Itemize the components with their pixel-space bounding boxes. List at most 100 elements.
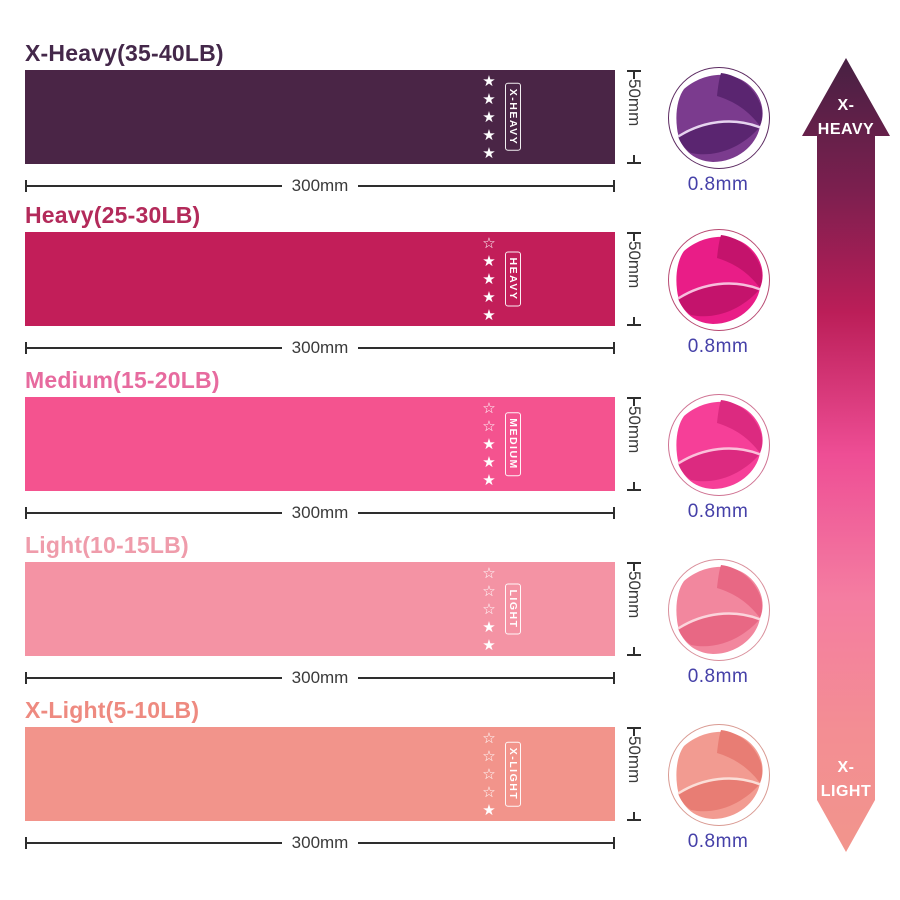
thickness-label: 0.8mm (687, 501, 749, 522)
height-dimension: 50mm (617, 727, 651, 821)
dim-line (27, 185, 282, 187)
dim-line (633, 729, 635, 736)
width-dimension: 300mm (25, 336, 615, 360)
star-rating: ☆☆☆★★ (480, 564, 498, 654)
arrow-top-label: HEAVY (818, 121, 874, 138)
width-dimension: 300mm (25, 666, 615, 690)
dim-line (633, 482, 635, 489)
star-rating: ☆★★★★ (480, 234, 498, 324)
width-dimension: 300mm (25, 831, 615, 855)
height-label: 50mm (625, 241, 644, 289)
dim-tick (627, 562, 641, 564)
dim-tick (613, 837, 615, 849)
dim-tick (25, 837, 27, 849)
dim-tick (627, 232, 641, 234)
dim-tick (613, 507, 615, 519)
dim-tick (627, 489, 641, 491)
band-strength-tag: HEAVY (505, 251, 521, 307)
dim-line (633, 647, 635, 654)
dim-line (633, 812, 635, 819)
folded-band-illustration (676, 400, 763, 489)
band-title: X-Light(5-10LB) (25, 697, 200, 723)
dim-tick (627, 397, 641, 399)
width-dimension: 300mm (25, 174, 615, 198)
arrow-bottom-label: X- (838, 759, 855, 776)
folded-band-illustration (676, 730, 763, 819)
thickness-label: 0.8mm (687, 174, 749, 195)
dim-line (358, 842, 613, 844)
band-title: X-Heavy(35-40LB) (25, 40, 224, 66)
dim-tick (627, 727, 641, 729)
dim-line (27, 512, 282, 514)
dim-line (27, 347, 282, 349)
strength-gradient-arrow: X- HEAVY X- LIGHT (802, 58, 890, 852)
width-label: 300mm (291, 176, 349, 195)
dim-tick (613, 180, 615, 192)
dim-tick (627, 819, 641, 821)
dim-line (633, 234, 635, 241)
dim-tick (25, 507, 27, 519)
band-strength-tag: LIGHT (505, 583, 521, 635)
folded-band-illustration (676, 235, 763, 324)
resistance-band: ★★★★★ X-HEAVY (25, 70, 615, 164)
thickness-photo (668, 394, 770, 496)
thickness-photo (668, 229, 770, 331)
dim-tick (627, 654, 641, 656)
height-label: 50mm (625, 406, 644, 454)
band-title: Heavy(25-30LB) (25, 202, 201, 228)
height-dimension: 50mm (617, 70, 651, 164)
dim-line (633, 72, 635, 79)
dim-line (358, 677, 613, 679)
width-label: 300mm (291, 503, 349, 522)
dim-tick (613, 672, 615, 684)
resistance-band: ☆☆☆☆★ X-LIGHT (25, 727, 615, 821)
thickness-photo (668, 559, 770, 661)
dim-tick (627, 162, 641, 164)
height-label: 50mm (625, 736, 644, 784)
height-dimension: 50mm (617, 562, 651, 656)
arrow-bottom-label: LIGHT (821, 783, 872, 800)
thickness-label: 0.8mm (687, 831, 749, 852)
dim-tick (613, 342, 615, 354)
arrow-shape (802, 58, 890, 852)
dim-line (27, 842, 282, 844)
dim-tick (627, 324, 641, 326)
resistance-band: ☆☆☆★★ LIGHT (25, 562, 615, 656)
dim-line (633, 155, 635, 162)
band-strength-tag: MEDIUM (505, 412, 521, 476)
width-label: 300mm (291, 833, 349, 852)
height-dimension: 50mm (617, 397, 651, 491)
dim-line (358, 512, 613, 514)
folded-band-illustration (676, 565, 763, 654)
dim-line (358, 185, 613, 187)
dim-tick (25, 672, 27, 684)
arrow-top-label: X- (838, 97, 855, 114)
dim-line (633, 399, 635, 406)
folded-band-illustration (676, 73, 763, 162)
height-dimension: 50mm (617, 232, 651, 326)
star-rating: ☆☆★★★ (480, 399, 498, 489)
dim-line (633, 564, 635, 571)
dim-line (27, 677, 282, 679)
resistance-band: ☆★★★★ HEAVY (25, 232, 615, 326)
width-label: 300mm (291, 338, 349, 357)
height-label: 50mm (625, 79, 644, 127)
band-strength-tag: X-LIGHT (505, 741, 521, 807)
star-rating: ☆☆☆☆★ (480, 729, 498, 819)
star-rating: ★★★★★ (480, 72, 498, 162)
resistance-band: ☆☆★★★ MEDIUM (25, 397, 615, 491)
thickness-photo (668, 724, 770, 826)
dim-line (358, 347, 613, 349)
width-label: 300mm (291, 668, 349, 687)
band-title: Medium(15-20LB) (25, 367, 220, 393)
thickness-label: 0.8mm (687, 336, 749, 357)
dim-tick (25, 180, 27, 192)
dim-line (633, 317, 635, 324)
band-title: Light(10-15LB) (25, 532, 189, 558)
thickness-photo (668, 67, 770, 169)
dim-tick (627, 70, 641, 72)
band-strength-tag: X-HEAVY (505, 82, 521, 152)
width-dimension: 300mm (25, 501, 615, 525)
dim-tick (25, 342, 27, 354)
height-label: 50mm (625, 571, 644, 619)
